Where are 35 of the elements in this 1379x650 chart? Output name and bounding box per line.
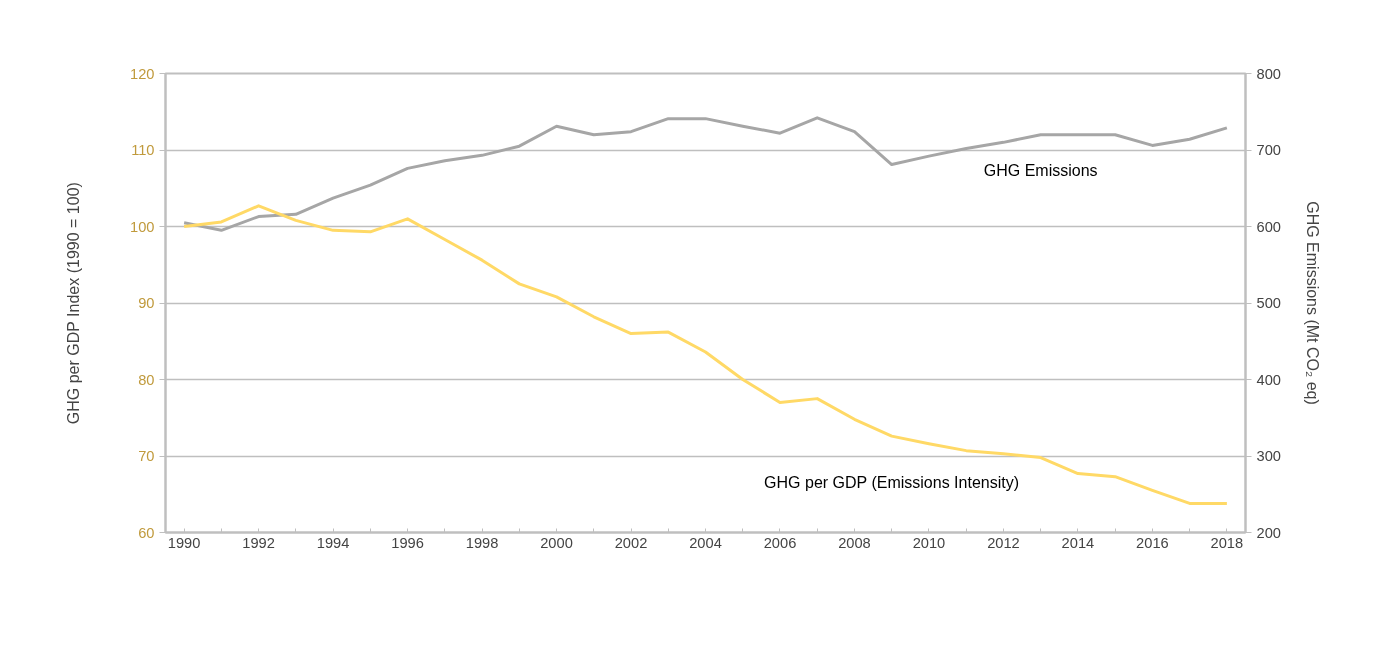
- x-tick-label: 2012: [987, 534, 1020, 551]
- x-tick-label: 2004: [689, 534, 722, 551]
- x-tick-label: 2006: [763, 534, 797, 551]
- x-tick-label: 2010: [912, 534, 946, 551]
- y-tick-label: 100: [130, 218, 155, 235]
- x-tick-label: 2014: [1061, 534, 1095, 551]
- y-tick-label: 120: [130, 65, 155, 82]
- y2-tick-label: 800: [1256, 65, 1281, 82]
- x-tick-label: 2016: [1136, 534, 1169, 551]
- x-tick-label: 1998: [465, 534, 499, 551]
- y2-tick-label: 700: [1256, 142, 1281, 158]
- x-tick-label: 1990: [167, 534, 201, 551]
- y2-tick-label: 200: [1256, 524, 1281, 541]
- x-tick-label: 2000: [540, 534, 573, 551]
- line-series: [182, 204, 1229, 505]
- y2-tick-label: 300: [1256, 448, 1281, 464]
- x-tick-label: 1996: [391, 534, 424, 551]
- y-axis-title: GHG per GDP Index (1990 = 100): [65, 182, 83, 425]
- y-tick-label: 70: [138, 448, 155, 464]
- series-label: GHG Emissions: [983, 162, 1098, 180]
- y2-tick-label: 500: [1256, 295, 1281, 311]
- y2-tick-label: 400: [1256, 371, 1281, 388]
- y-tick-label: 60: [138, 524, 155, 541]
- x-tick-label: 2018: [1210, 534, 1244, 551]
- y2-tick-label: 600: [1256, 218, 1281, 235]
- x-tick-label: 1994: [316, 534, 350, 551]
- x-tick-label: 1992: [242, 534, 275, 551]
- x-tick-label: 2008: [838, 534, 871, 551]
- line-series: [182, 116, 1229, 232]
- y-tick-label: 90: [138, 295, 155, 311]
- y-tick-label: 110: [131, 142, 155, 158]
- y-tick-label: 80: [138, 371, 155, 388]
- x-tick-label: 2002: [614, 534, 648, 551]
- series-label: GHG per GDP (Emissions Intensity): [764, 473, 1020, 491]
- y2-axis-title: GHG Emissions (Mt CO₂ eq): [1303, 201, 1321, 405]
